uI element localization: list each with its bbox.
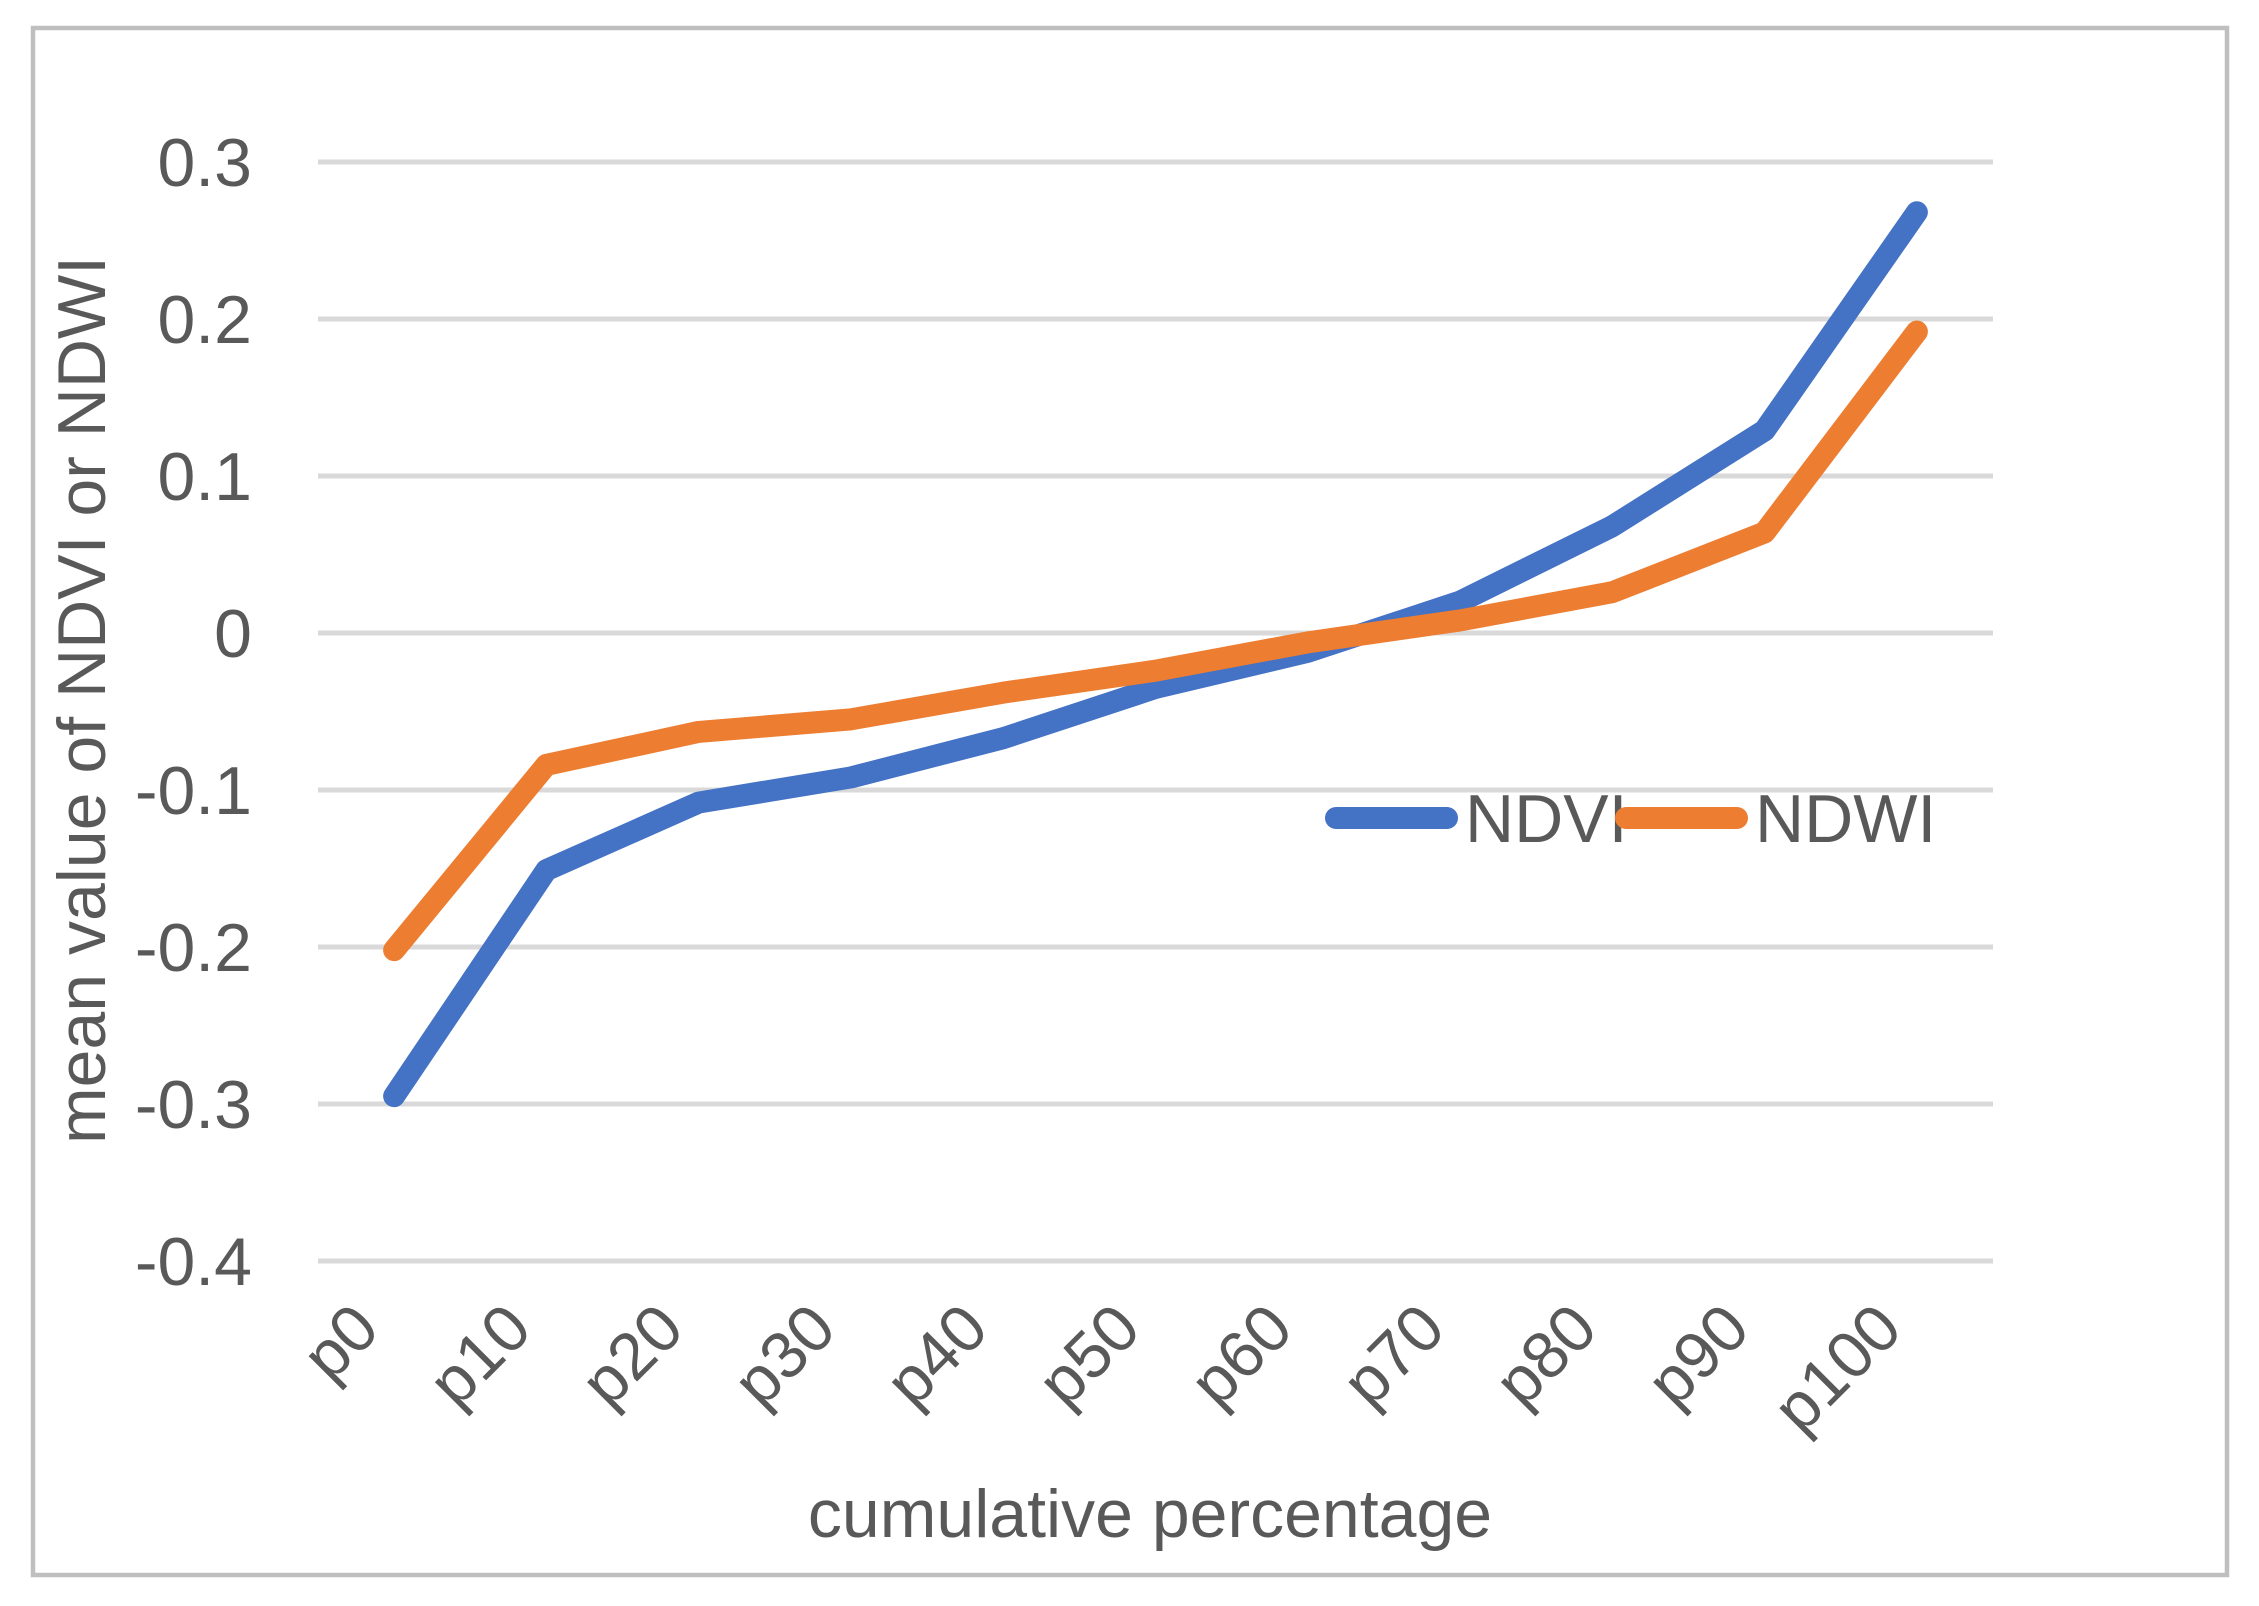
legend-label-ndvi: NDVI (1465, 781, 1627, 857)
series-line-ndvi[interactable] (383, 201, 1928, 1108)
y-tick-label: 0 (214, 596, 252, 672)
y-tick-label: -0.1 (135, 753, 252, 829)
y-tick-label: 0.1 (157, 439, 252, 515)
legend: NDVI NDWI (1325, 781, 1936, 857)
y-axis-tick-labels: 0.3 0.2 0.1 0 -0.1 -0.2 -0.3 -0.4 (135, 125, 252, 1300)
series-line-ndwi[interactable] (383, 320, 1928, 962)
y-tick-label: -0.2 (135, 910, 252, 986)
y-tick-label: 0.3 (157, 125, 252, 201)
y-tick-label: -0.4 (135, 1224, 252, 1300)
legend-entry-ndvi[interactable]: NDVI (1325, 781, 1627, 857)
legend-label-ndwi: NDWI (1755, 781, 1936, 857)
gridlines (318, 159, 1993, 1264)
x-axis-title: cumulative percentage (808, 1476, 1492, 1552)
data-series (383, 201, 1928, 1108)
legend-entry-ndwi[interactable]: NDWI (1615, 781, 1936, 857)
y-axis-title: mean value of NDVI or NDWI (44, 256, 120, 1144)
y-tick-label: 0.2 (157, 282, 252, 358)
y-tick-label: -0.3 (135, 1067, 252, 1143)
